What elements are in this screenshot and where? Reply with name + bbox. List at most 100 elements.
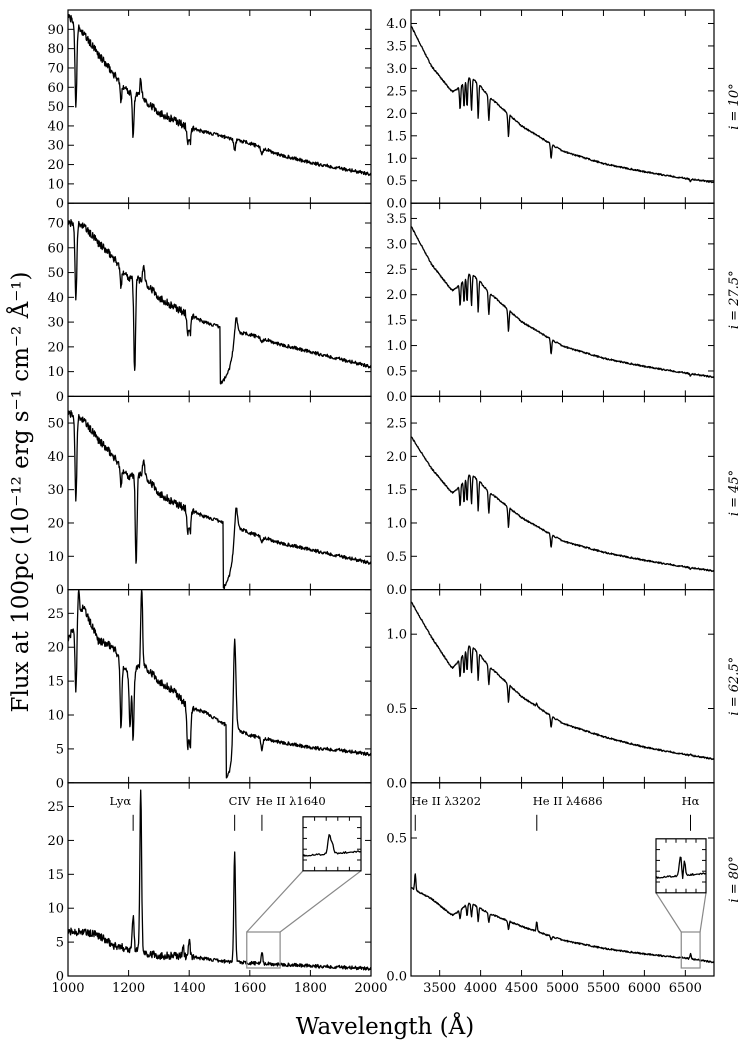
spectrum-line bbox=[410, 436, 715, 573]
zoom-region-box bbox=[680, 931, 701, 969]
y-tick-label: 0.0 bbox=[386, 197, 407, 212]
zoom-connector bbox=[246, 870, 304, 933]
spectrum-line bbox=[67, 409, 372, 590]
y-tick-label: 2.0 bbox=[386, 107, 407, 122]
y-tick-label: 50 bbox=[47, 100, 64, 115]
y-tick-label: 10 bbox=[47, 550, 64, 565]
y-tick-label: 1.0 bbox=[386, 628, 407, 643]
x-axis-title: Wavelength (Å) bbox=[296, 1012, 474, 1040]
panel-uv-row3: 0 10 20 30 40 50 bbox=[47, 395, 372, 598]
spectrum-line bbox=[410, 226, 715, 379]
x-tick-label: 6500 bbox=[669, 981, 702, 996]
line-id-label: He II λ3202 bbox=[411, 794, 481, 808]
y-tick-label: 0.5 bbox=[386, 550, 407, 565]
y-tick-label: 2.5 bbox=[386, 263, 407, 278]
y-tick-label: 0.0 bbox=[386, 970, 407, 985]
zoom-connector bbox=[279, 870, 362, 933]
y-tick-label: 40 bbox=[47, 450, 64, 465]
spectrum-line bbox=[67, 589, 372, 779]
y-tick-label: 1.0 bbox=[386, 516, 407, 531]
panel-uv-row2: 0 10 20 30 40 50 60 70 bbox=[47, 202, 372, 405]
x-tick-label: 1800 bbox=[294, 981, 327, 996]
y-tick-label: 2.0 bbox=[386, 450, 407, 465]
y-tick-label: 0 bbox=[56, 776, 64, 791]
panel-uv-row5: 0 5 10 15 20 25 1000 1200 1400 1600 1800 2000 Lyα CIV… bbox=[47, 782, 388, 996]
y-tick-label: 80 bbox=[47, 42, 64, 57]
zoom-connector bbox=[655, 892, 682, 933]
inclination-label: i = 10° bbox=[727, 83, 742, 129]
spectrum-line bbox=[67, 789, 372, 971]
panel-frame bbox=[410, 202, 715, 397]
x-tick-label: 3500 bbox=[423, 981, 456, 996]
y-tick-label: 5 bbox=[56, 742, 64, 757]
x-tick-label: 4500 bbox=[505, 981, 538, 996]
spectrum-line bbox=[410, 25, 715, 184]
x-tick-label: 5000 bbox=[546, 981, 579, 996]
panel-optical-row1: 0.0 0.5 1.0 1.5 2.0 2.5 3.0 3.5 4.0 i = 10° bbox=[386, 9, 742, 212]
inclination-label: i = 80° bbox=[727, 856, 742, 902]
y-tick-label: 3.0 bbox=[386, 237, 407, 252]
x-tick-label: 1600 bbox=[233, 981, 266, 996]
line-id-label: He II λ4686 bbox=[533, 794, 603, 808]
y-tick-label: 20 bbox=[47, 340, 64, 355]
inclination-label: i = 62.5° bbox=[727, 657, 742, 716]
panel-frame bbox=[67, 588, 372, 784]
y-tick-label: 70 bbox=[47, 61, 64, 76]
y-tick-label: 0 bbox=[56, 197, 64, 212]
y-tick-label: 0.0 bbox=[386, 583, 407, 598]
y-axis-title: Flux at 100pc (10⁻¹² erg s⁻¹ cm⁻² Å⁻¹) bbox=[6, 271, 34, 712]
y-tick-label: 25 bbox=[47, 800, 64, 815]
y-tick-label: 2.5 bbox=[386, 417, 407, 432]
panel-optical-row2: 0.0 0.5 1.0 1.5 2.0 2.5 3.0 3.5 i = 27.5° bbox=[386, 202, 742, 405]
y-tick-label: 10 bbox=[47, 365, 64, 380]
y-tick-label: 30 bbox=[47, 139, 64, 154]
y-tick-label: 1.0 bbox=[386, 339, 407, 354]
y-tick-label: 4.0 bbox=[386, 17, 407, 32]
y-tick-label: 20 bbox=[47, 641, 64, 656]
y-tick-label: 25 bbox=[47, 607, 64, 622]
y-tick-label: 0.5 bbox=[386, 702, 407, 717]
y-tick-label: 0.5 bbox=[386, 364, 407, 379]
y-tick-label: 40 bbox=[47, 291, 64, 306]
panel-frame bbox=[67, 395, 372, 591]
panel-optical-row5: 0.0 0.5 3500 4000 4500 5000 5500 6000 6500 He II … bbox=[386, 782, 742, 996]
line-id-label: CIV bbox=[229, 794, 251, 808]
panel-optical-row4: 0.0 0.5 1.0 i = 62.5° bbox=[386, 588, 742, 791]
panel-uv-row1: 0 10 20 30 40 50 60 70 80 90 bbox=[47, 9, 372, 212]
x-tick-label: 5500 bbox=[587, 981, 620, 996]
x-tick-label: 6000 bbox=[628, 981, 661, 996]
y-tick-label: 70 bbox=[47, 217, 64, 232]
panel-grid: 01020304050607080900.00.51.01.52.02.53.0… bbox=[47, 9, 742, 996]
y-tick-label: 60 bbox=[47, 81, 64, 96]
y-tick-label: 50 bbox=[47, 266, 64, 281]
y-tick-label: 0 bbox=[56, 583, 64, 598]
panel-uv-row4: 0 5 10 15 20 25 bbox=[47, 588, 372, 791]
y-tick-label: 15 bbox=[47, 868, 64, 883]
panel-frame bbox=[410, 395, 715, 591]
y-tick-label: 40 bbox=[47, 119, 64, 134]
y-tick-label: 20 bbox=[47, 158, 64, 173]
spectrum-line bbox=[410, 873, 715, 964]
y-tick-label: 10 bbox=[47, 709, 64, 724]
panel-frame bbox=[67, 9, 372, 204]
y-tick-label: 2.5 bbox=[386, 84, 407, 99]
y-tick-label: 90 bbox=[47, 23, 64, 38]
y-tick-label: 0 bbox=[56, 390, 64, 405]
y-tick-label: 3.5 bbox=[386, 212, 407, 227]
y-tick-label: 30 bbox=[47, 316, 64, 331]
y-tick-label: 3.5 bbox=[386, 39, 407, 54]
y-tick-label: 2.0 bbox=[386, 288, 407, 303]
y-tick-label: 20 bbox=[47, 516, 64, 531]
inclination-label: i = 45° bbox=[727, 470, 742, 516]
x-tick-label: 1000 bbox=[51, 981, 84, 996]
y-tick-label: 0.5 bbox=[386, 832, 407, 847]
panel-optical-row3: 0.0 0.5 1.0 1.5 2.0 2.5 i = 45° bbox=[386, 395, 742, 598]
inset-spectrum bbox=[655, 856, 707, 880]
y-tick-label: 5 bbox=[56, 936, 64, 951]
spectrum-line bbox=[67, 13, 372, 177]
y-tick-label: 60 bbox=[47, 241, 64, 256]
x-tick-label: 1400 bbox=[173, 981, 206, 996]
y-tick-label: 10 bbox=[47, 902, 64, 917]
y-tick-label: 1.5 bbox=[386, 129, 407, 144]
y-tick-label: 0.5 bbox=[386, 174, 407, 189]
